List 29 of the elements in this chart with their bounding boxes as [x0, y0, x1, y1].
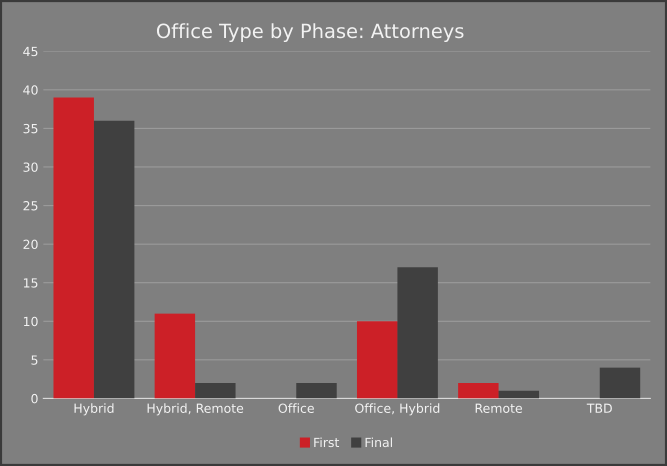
bar [195, 383, 236, 398]
legend-label: First [314, 437, 340, 448]
y-tick-label: 5 [32, 355, 38, 365]
y-tick-label: 45 [23, 46, 38, 56]
y-tick-label: 25 [24, 201, 38, 210]
y-tick-label: 0 [31, 394, 38, 404]
bar [94, 120, 134, 398]
x-tick-label: Office [278, 403, 314, 413]
x-tick-label: Office, Hybrid [355, 403, 440, 416]
y-tick-label: 15 [24, 278, 38, 288]
y-tick-label: 35 [24, 124, 38, 134]
bar [356, 321, 398, 398]
bar [154, 314, 196, 398]
chart-title: Office Type by Phase: Attorneys [156, 23, 464, 42]
x-tick-label: Hybrid, Remote [148, 403, 244, 416]
bar [600, 368, 640, 398]
y-tick-label: 20 [24, 240, 38, 250]
bar [53, 98, 94, 398]
y-tick-label: 10 [24, 316, 38, 326]
y-tick-label: 30 [24, 162, 38, 172]
x-tick-label: Remote [476, 404, 522, 413]
x-tick-label: Hybrid [74, 403, 114, 416]
bar [296, 383, 337, 398]
x-tick-label: TBD [586, 404, 612, 413]
bar [458, 383, 499, 398]
legend-label: Final [366, 437, 392, 448]
bar [498, 390, 540, 398]
bar [397, 267, 438, 398]
y-tick-label: 40 [23, 85, 38, 95]
